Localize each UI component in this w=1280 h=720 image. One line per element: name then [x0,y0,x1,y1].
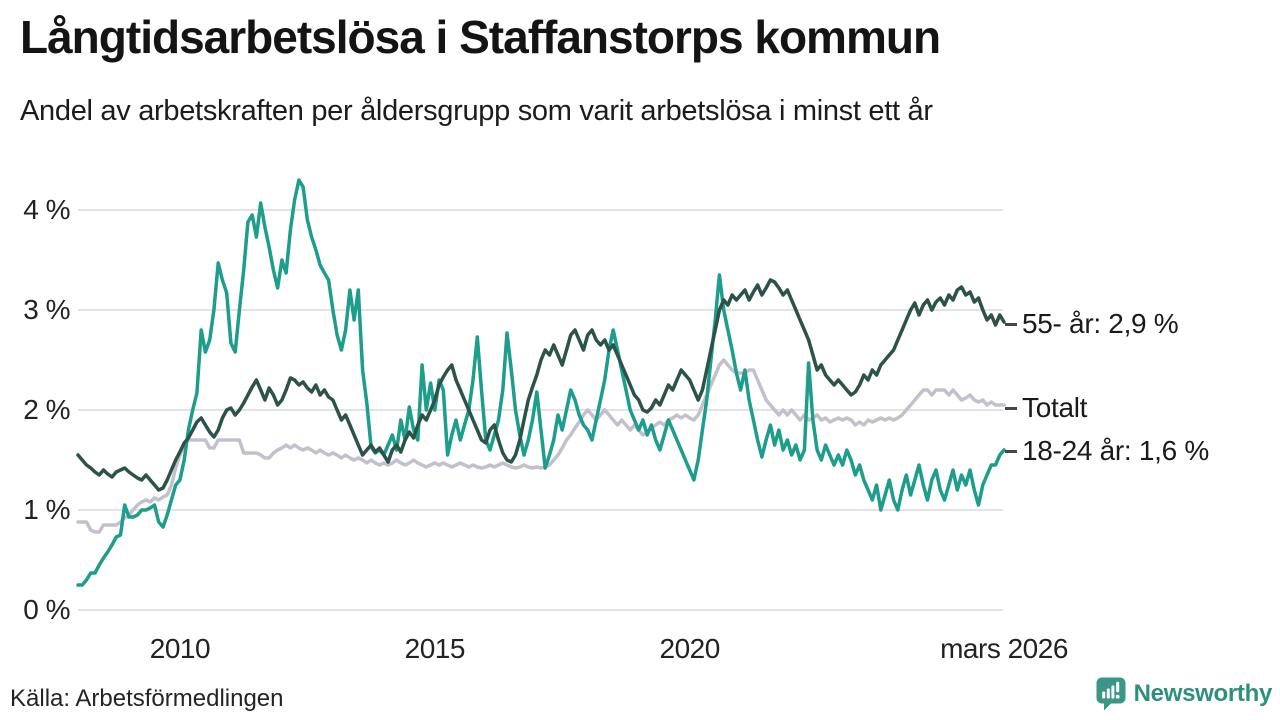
series-line-totalt [76,358,1006,534]
label-tick-totalt [1005,406,1017,410]
page-title: Långtidsarbetslösa i Staffanstorps kommu… [20,11,941,63]
y-axis-tick-label: 3 % [23,294,70,325]
page-subtitle: Andel av arbetskraften per åldersgrupp s… [20,95,933,127]
newsworthy-logo-text: Newsworthy [1133,680,1273,707]
x-axis-tick-label: 2020 [659,633,721,664]
x-axis-tick-label: 2015 [404,633,466,664]
x-axis-tick-label: 2010 [149,633,211,664]
y-axis-tick-label: 2 % [23,394,70,425]
label-tick-18-24 [1005,449,1017,453]
series-line-55 [76,278,1006,492]
series-label-totalt: Totalt [1005,392,1087,424]
newsworthy-logo: Newsworthy [1096,677,1272,711]
series-label-totalt-text: Totalt [1022,392,1088,423]
newsworthy-logo-icon [1096,677,1126,711]
series-label-18-24-text: 18-24 år: 1,6 % [1022,435,1209,466]
series-label-18-24: 18-24 år: 1,6 % [1005,435,1209,467]
source-text: Källa: Arbetsförmedlingen [10,685,284,712]
label-tick-55 [1005,322,1017,326]
y-axis-tick-label: 1 % [23,494,70,525]
x-axis-tick-label: mars 2026 [940,633,1068,664]
y-axis-tick-label: 4 % [23,194,70,225]
series-label-55-text: 55- år: 2,9 % [1022,308,1179,339]
series-line-18-24 [76,178,1006,587]
series-label-55: 55- år: 2,9 % [1005,308,1179,340]
y-axis-tick-label: 0 % [23,594,70,625]
